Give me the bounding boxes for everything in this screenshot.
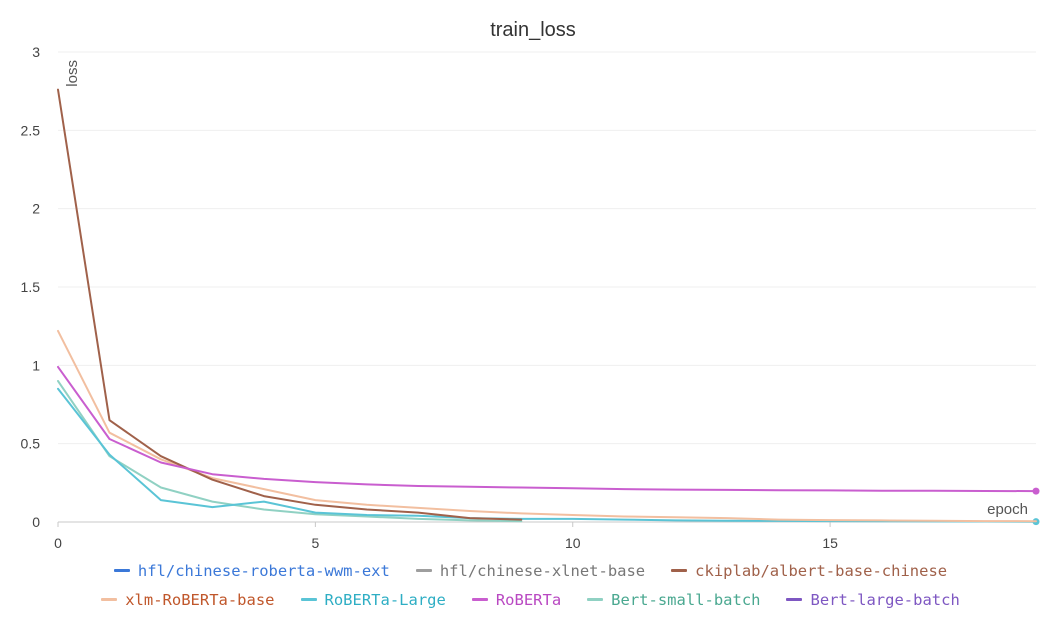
x-tick-label: 0	[54, 535, 62, 551]
y-tick-label: 0.5	[21, 436, 41, 452]
y-axis-ticks: 0 0.5 1 1.5 2 2.5 3	[21, 44, 41, 530]
legend-label: hfl/chinese-roberta-wwm-ext	[137, 561, 390, 580]
y-tick-label: 1.5	[21, 279, 41, 295]
y-tick-label: 2	[32, 201, 40, 217]
legend-label: RoBERTa-Large	[324, 590, 446, 609]
legend-swatch	[587, 598, 604, 601]
x-tick-label: 5	[311, 535, 319, 551]
legend-swatch	[471, 598, 488, 601]
series-line	[57, 380, 523, 523]
legend-swatch	[415, 569, 432, 572]
line-chart: train_loss 0 0.5 1 1.5 2 2.5 3 0 5 10 15 loss epo…	[21, 19, 1040, 551]
legend-item[interactable]: ckiplab/albert-base-chinese	[671, 562, 947, 580]
chart-title: train_loss	[490, 19, 576, 41]
legend-swatch	[113, 569, 130, 572]
x-axis-label: epoch	[987, 501, 1028, 518]
legend-row: hfl/chinese-roberta-wwm-ext hfl/chinese-x…	[0, 556, 1061, 585]
legend-swatch	[300, 598, 317, 601]
series-line	[57, 329, 1037, 523]
x-tick-label: 15	[822, 535, 838, 551]
legend-label: xlm-RoBERTa-base	[125, 590, 275, 609]
legend-item[interactable]: Bert-large-batch	[786, 590, 960, 609]
grid	[58, 51, 1036, 445]
x-tick-label: 10	[565, 535, 581, 551]
y-tick-label: 3	[32, 44, 40, 60]
legend-item[interactable]: hfl/chinese-roberta-wwm-ext	[113, 561, 390, 580]
y-tick-label: 2.5	[21, 122, 41, 138]
legend-swatch	[101, 598, 118, 601]
legend-item[interactable]: RoBERTa	[471, 590, 562, 609]
series-line	[57, 387, 1037, 523]
legend-label: Bert-small-batch	[611, 590, 761, 609]
series-end-point	[1032, 487, 1040, 495]
series-layer	[57, 88, 1040, 526]
y-axis-label: loss	[64, 60, 81, 87]
legend: hfl/chinese-roberta-wwm-ext hfl/chinese-x…	[0, 556, 1061, 614]
legend-label: Bert-large-batch	[810, 590, 960, 609]
y-tick-label: 1	[32, 357, 40, 373]
y-tick-label: 0	[32, 514, 40, 530]
legend-item[interactable]: Bert-small-batch	[587, 591, 760, 609]
legend-swatch	[671, 569, 688, 572]
legend-row: xlm-RoBERTa-base RoBERTa-Large RoBERTa Bert…	[0, 585, 1061, 614]
legend-label: RoBERTa	[495, 590, 562, 609]
series-line	[57, 365, 1037, 493]
legend-item[interactable]: xlm-RoBERTa-base	[101, 590, 275, 609]
legend-item[interactable]: hfl/chinese-xlnet-base	[415, 561, 646, 580]
legend-swatch	[786, 598, 803, 601]
legend-label: ckiplab/albert-base-chinese	[695, 561, 948, 580]
legend-label: hfl/chinese-xlnet-base	[439, 561, 646, 580]
series-line	[57, 88, 523, 521]
legend-item[interactable]: RoBERTa-Large	[300, 590, 446, 609]
x-axis-ticks: 0 5 10 15	[54, 522, 838, 551]
